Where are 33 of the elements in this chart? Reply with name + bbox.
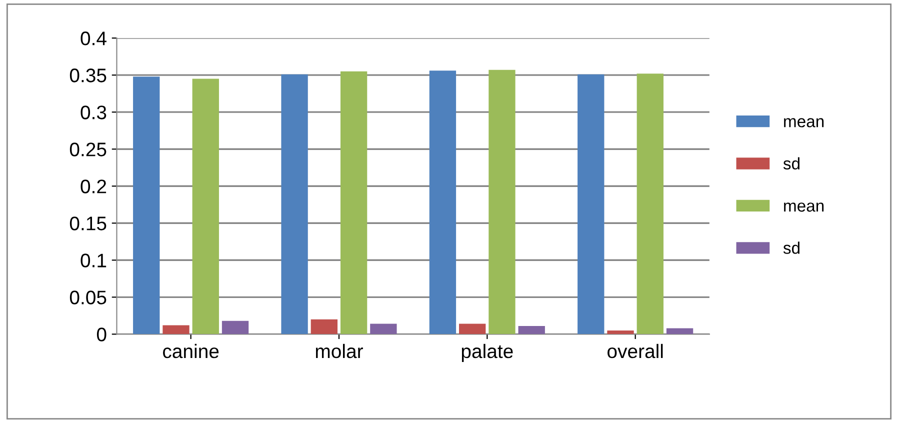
bar [310,319,338,334]
bar [192,78,219,334]
bar [607,330,634,334]
bar [518,326,545,334]
bar [340,71,368,334]
legend-label: sd [783,242,800,254]
x-tick-label: canine [163,344,219,358]
legend-label: mean [784,118,824,128]
bar [636,74,664,334]
bar [459,324,486,334]
bar [281,74,308,334]
bar [162,325,190,334]
y-tick-label: 0.25 [70,142,106,156]
legend-label: mean [784,202,824,212]
legend-label: sd [783,157,800,170]
bar [578,74,604,334]
bar [222,320,249,334]
y-tick-label: 0.05 [70,290,106,304]
bar [370,324,397,334]
bar [429,70,456,334]
y-tick-label: 0.35 [70,68,106,82]
x-tick-label: overall [608,344,663,358]
y-tick-label: 0.3 [80,106,106,120]
y-tick-label: 0.1 [80,254,106,268]
bar [133,76,160,334]
bar [666,328,694,334]
y-tick-label: 0.4 [80,32,106,46]
y-tick-label: 0.2 [80,180,106,194]
y-tick-label: 0.15 [70,216,106,230]
bar [488,70,516,334]
x-tick-label: palate [462,344,513,362]
x-tick-label: molar [316,344,363,358]
y-tick-label: 0 [96,328,106,342]
